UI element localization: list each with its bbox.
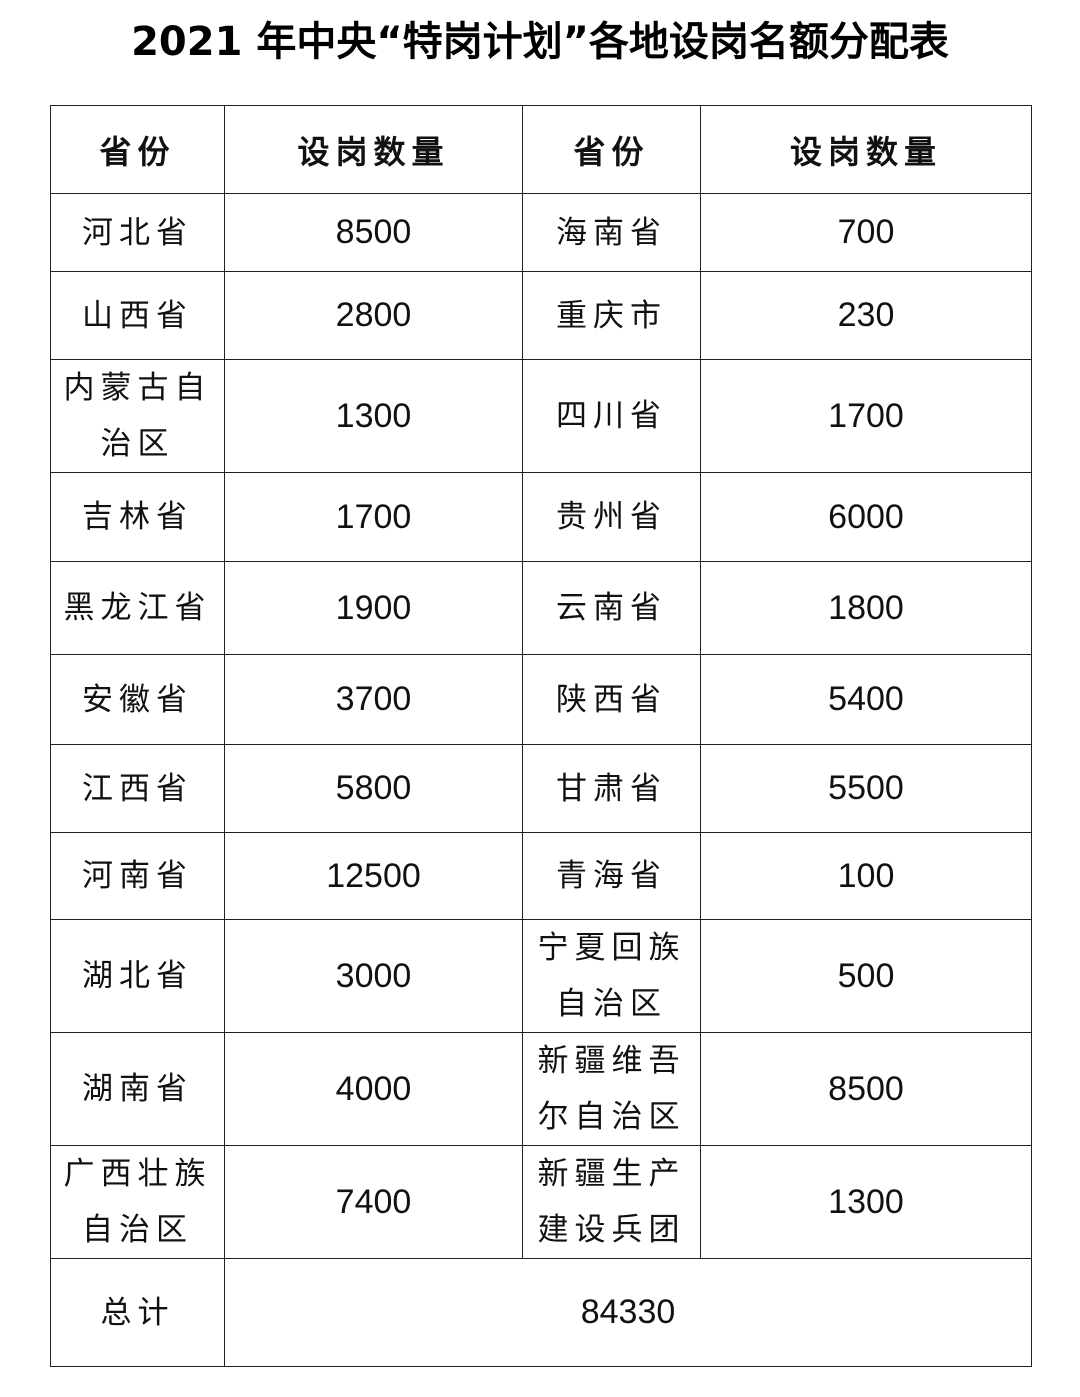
province-cell: 云南省 [522, 561, 701, 655]
quota-cell: 8500 [224, 193, 523, 272]
province-cell: 黑龙江省 [50, 561, 225, 655]
quota-cell: 1800 [700, 561, 1032, 655]
header-quota: 设岗数量 [700, 105, 1032, 194]
quota-cell: 3700 [224, 654, 523, 745]
allocation-table: 省份 设岗数量 省份 设岗数量 河北省 8500 海南省 700 山西省 2800 重庆市 2… [50, 105, 1032, 1367]
province-cell: 海南省 [522, 193, 701, 272]
province-cell: 山西省 [50, 271, 225, 360]
province-cell: 贵州省 [522, 472, 701, 562]
province-cell: 河南省 [50, 832, 225, 920]
quota-cell: 8500 [700, 1032, 1032, 1146]
province-cell: 吉林省 [50, 472, 225, 562]
quota-cell: 1300 [224, 359, 523, 473]
total-row: 总计 84330 [50, 1258, 1032, 1367]
quota-cell: 12500 [224, 832, 523, 920]
table-row: 吉林省 1700 贵州省 6000 [50, 472, 1032, 562]
province-cell: 安徽省 [50, 654, 225, 745]
table-row: 江西省 5800 甘肃省 5500 [50, 744, 1032, 833]
table-row: 广西壮族自治区 7400 新疆生产建设兵团 1300 [50, 1145, 1032, 1259]
quota-cell: 230 [700, 271, 1032, 360]
quota-cell: 2800 [224, 271, 523, 360]
province-cell: 四川省 [522, 359, 701, 473]
province-cell: 新疆维吾尔自治区 [522, 1032, 701, 1146]
quota-cell: 4000 [224, 1032, 523, 1146]
table-row: 黑龙江省 1900 云南省 1800 [50, 561, 1032, 655]
quota-cell: 1300 [700, 1145, 1032, 1259]
page-title: 2021 年中央“特岗计划”各地设岗名额分配表 [131, 19, 949, 65]
table-row: 内蒙古自治区 1300 四川省 1700 [50, 359, 1032, 473]
table-row: 山西省 2800 重庆市 230 [50, 271, 1032, 360]
quota-cell: 700 [700, 193, 1032, 272]
quota-cell: 5800 [224, 744, 523, 833]
quota-cell: 500 [700, 919, 1032, 1033]
province-cell: 陕西省 [522, 654, 701, 745]
province-cell: 重庆市 [522, 271, 701, 360]
province-cell: 甘肃省 [522, 744, 701, 833]
province-cell: 青海省 [522, 832, 701, 920]
quota-cell: 1700 [224, 472, 523, 562]
table-row: 河南省 12500 青海省 100 [50, 832, 1032, 920]
province-cell: 内蒙古自治区 [50, 359, 225, 473]
quota-cell: 100 [700, 832, 1032, 920]
quota-cell: 1700 [700, 359, 1032, 473]
header-province: 省份 [50, 105, 225, 194]
quota-cell: 7400 [224, 1145, 523, 1259]
province-cell: 江西省 [50, 744, 225, 833]
table-row: 湖南省 4000 新疆维吾尔自治区 8500 [50, 1032, 1032, 1146]
table-row: 安徽省 3700 陕西省 5400 [50, 654, 1032, 745]
table-row: 湖北省 3000 宁夏回族自治区 500 [50, 919, 1032, 1033]
header-quota: 设岗数量 [224, 105, 523, 194]
province-cell: 宁夏回族自治区 [522, 919, 701, 1033]
quota-cell: 1900 [224, 561, 523, 655]
table-row: 河北省 8500 海南省 700 [50, 193, 1032, 272]
quota-cell: 5400 [700, 654, 1032, 745]
province-cell: 湖北省 [50, 919, 225, 1033]
province-cell: 河北省 [50, 193, 225, 272]
quota-cell: 3000 [224, 919, 523, 1033]
province-cell: 广西壮族自治区 [50, 1145, 225, 1259]
quota-cell: 6000 [700, 472, 1032, 562]
province-cell: 湖南省 [50, 1032, 225, 1146]
total-label: 总计 [50, 1258, 225, 1367]
table-header-row: 省份 设岗数量 省份 设岗数量 [50, 105, 1032, 194]
header-province: 省份 [522, 105, 701, 194]
total-value: 84330 [224, 1258, 1032, 1367]
quota-cell: 5500 [700, 744, 1032, 833]
province-cell: 新疆生产建设兵团 [522, 1145, 701, 1259]
